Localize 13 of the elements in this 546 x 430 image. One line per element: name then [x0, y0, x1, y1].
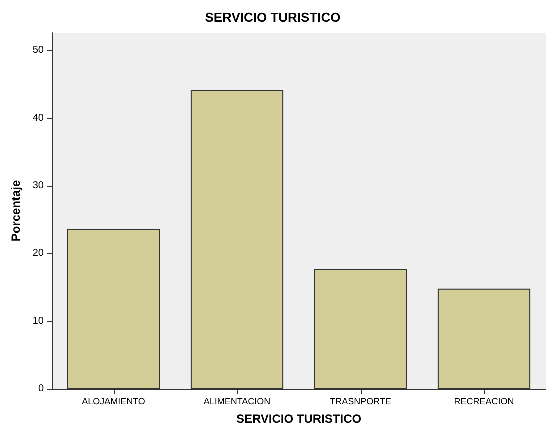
x-tick-label: TRASNPORTE	[330, 396, 392, 406]
y-tick-label: 20	[32, 248, 44, 260]
y-axis-title: Porcentaje	[8, 180, 23, 242]
y-tick-label: 0	[38, 384, 44, 394]
y-tick-label: 50	[32, 45, 44, 56]
y-tick-label: 30	[32, 180, 44, 192]
x-tick-label: RECREACION	[454, 396, 514, 406]
x-tick-label: ALIMENTACION	[204, 396, 271, 406]
chart-title: SERVICIO TURISTICO	[205, 10, 341, 25]
x-axis-title: SERVICIO TURISTICO	[236, 412, 362, 426]
y-tick-label: 40	[32, 112, 44, 124]
y-tick-label: 10	[32, 316, 44, 327]
x-tick-label: ALOJAMIENTO	[82, 396, 146, 406]
